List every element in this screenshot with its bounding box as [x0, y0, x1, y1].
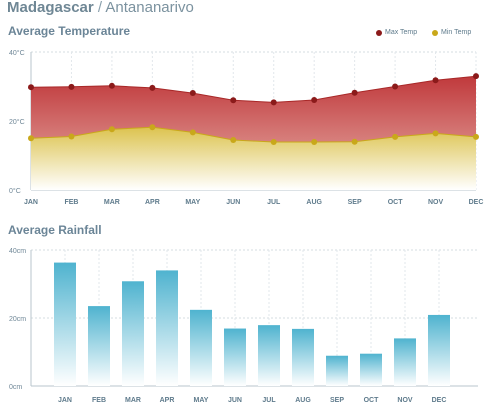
temp-month-label: JAN [24, 199, 38, 206]
rain-month-label: JUN [228, 397, 242, 404]
min-temp-point [432, 130, 439, 137]
rain-month-label: FEB [92, 397, 106, 404]
max-temp-point [149, 84, 156, 91]
rainfall-bar [292, 328, 314, 386]
max-temp-point [351, 89, 358, 96]
rain-month-label: AUG [295, 397, 311, 404]
rainfall-bar [394, 338, 416, 386]
temp-month-label: DEC [469, 199, 484, 206]
page-header: Madagascar / Antananarivo [7, 0, 194, 16]
temp-y-tick-label: 0°C [9, 187, 21, 195]
city-name: Antananarivo [105, 0, 194, 16]
temp-month-label: MAY [185, 199, 200, 206]
rainfall-bar [190, 309, 212, 386]
legend-min-temp[interactable]: Min Temp [432, 29, 471, 36]
min-temp-point [311, 139, 318, 146]
temp-y-tick-label: 40°C [9, 49, 25, 57]
min-temp-point [270, 139, 277, 146]
max-temp-point [311, 96, 318, 103]
rainfall-bar [326, 355, 348, 386]
min-temp-point [149, 124, 156, 131]
rainfall-bar [428, 314, 450, 386]
max-temp-point [28, 84, 34, 91]
rain-month-label: DEC [432, 397, 447, 404]
temp-month-label: NOV [428, 199, 444, 206]
min-temp-legend-marker [432, 29, 438, 36]
rain-y-tick-label: 20cm [9, 316, 26, 323]
rainfall-bar [54, 262, 76, 386]
min-temp-point [230, 136, 237, 143]
min-temp-point [473, 133, 479, 140]
rain-y-tick-label: 0cm [9, 384, 22, 391]
rain-y-tick-label: 40cm [9, 248, 26, 255]
rainfall-bar [224, 328, 246, 386]
rain-month-label: JUL [262, 397, 276, 404]
min-temp-point [28, 135, 34, 142]
max-temp-point [189, 90, 196, 97]
temp-month-label: AUG [306, 199, 322, 206]
min-temp-area [31, 127, 476, 190]
max-temp-legend-marker [376, 29, 382, 36]
max-temp-point [270, 99, 277, 106]
rain-month-label: MAR [125, 397, 141, 404]
min-temp-point [392, 133, 399, 140]
rain-month-label: NOV [397, 397, 413, 404]
rain-month-label: SEP [330, 397, 344, 404]
max-temp-point [432, 77, 439, 84]
min-temp-point [351, 138, 358, 145]
min-temp-point [189, 129, 196, 136]
rainfall-bar [258, 325, 280, 386]
rain-month-label: JAN [58, 397, 72, 404]
temp-month-label: APR [145, 199, 160, 206]
rainfall-chart-title: Average Rainfall [8, 223, 102, 237]
rainfall-bar [88, 306, 110, 386]
rainfall-chart: 40cm 20cm 0cm JAN FEB MAR APR MAY JUN JUL AUG SEP OC… [9, 248, 478, 404]
legend-max-temp[interactable]: Max Temp [376, 29, 417, 36]
rain-month-label: APR [160, 397, 175, 404]
max-temp-point [473, 73, 479, 80]
max-temp-legend-label: Max Temp [385, 29, 418, 36]
max-temp-point [230, 97, 237, 104]
min-temp-point [108, 126, 115, 133]
rain-month-label: OCT [364, 397, 380, 404]
rainfall-bar [156, 270, 178, 386]
temp-month-label: JUN [226, 199, 240, 206]
temp-month-label: FEB [64, 199, 78, 206]
min-temp-point [68, 133, 75, 140]
temp-y-tick-label: 20°C [9, 118, 25, 126]
temp-month-label: JUL [267, 199, 281, 206]
max-temp-point [392, 83, 399, 90]
rainfall-bar [360, 353, 382, 386]
max-temp-point [68, 83, 75, 90]
min-temp-line [30, 126, 477, 143]
max-temp-point [108, 82, 115, 89]
country-name: Madagascar [7, 0, 94, 16]
header-separator: / [93, 0, 106, 16]
temperature-chart-title: Average Temperature [8, 24, 131, 38]
rain-month-label: MAY [194, 397, 209, 404]
min-temp-legend-label: Min Temp [441, 29, 472, 36]
temp-month-label: SEP [348, 199, 362, 206]
max-temp-line [30, 75, 477, 103]
rainfall-bar [122, 281, 144, 386]
temp-month-label: MAR [104, 199, 120, 206]
temp-month-label: OCT [388, 199, 404, 206]
